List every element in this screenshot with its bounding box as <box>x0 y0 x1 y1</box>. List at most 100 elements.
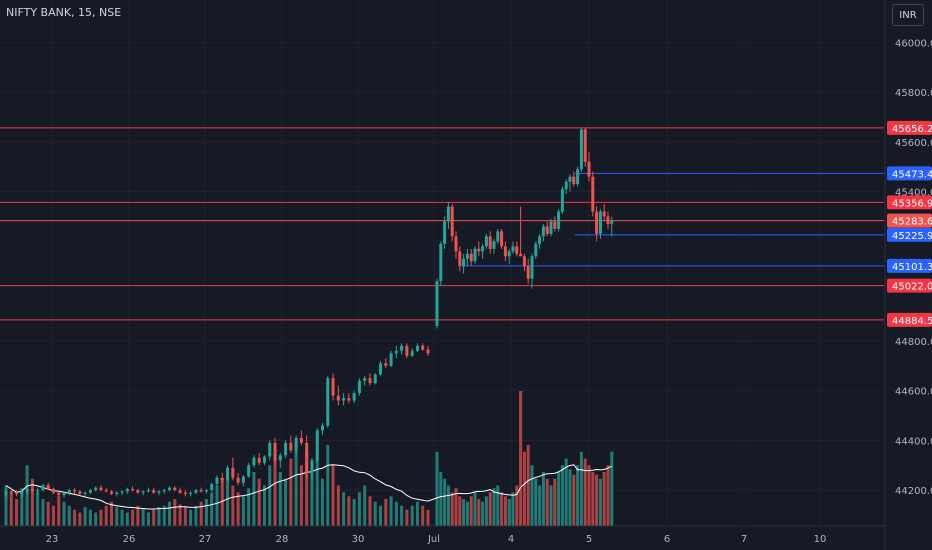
candle-26 <box>141 490 145 496</box>
candle-0 <box>4 490 8 498</box>
price-axis[interactable]: 44200.00 44400.00 44600.00 44800.00 45400.00… <box>884 0 932 550</box>
volume-bar-38 <box>204 499 208 526</box>
candle-85 <box>450 204 454 242</box>
candle-body-110 <box>545 226 549 234</box>
candle-118 <box>576 166 580 187</box>
volume-bar-76 <box>405 509 409 526</box>
candle-body-6 <box>36 490 40 492</box>
time-axis[interactable]: 23 26 27 28 30 Jul 4 5 6 7 10 <box>0 525 885 545</box>
candle-body-64 <box>342 398 346 401</box>
price-tick-label-2: 44600.00 <box>895 387 932 398</box>
volume-bar-62 <box>331 465 335 526</box>
volume-bar-98 <box>500 492 504 526</box>
candle-3 <box>20 490 24 498</box>
candle-67 <box>357 378 361 396</box>
candle-114 <box>560 186 564 214</box>
candle-46 <box>247 462 251 478</box>
candle-body-91 <box>473 248 477 262</box>
volume-bar-124 <box>598 478 602 526</box>
volume-bar-75 <box>400 505 404 526</box>
candle-106 <box>530 253 534 289</box>
candle-36 <box>194 488 198 494</box>
candle-body-83 <box>443 221 447 244</box>
candle-body-103 <box>519 253 523 257</box>
candle-52 <box>278 452 282 468</box>
candle-body-59 <box>315 430 319 461</box>
candle-112 <box>553 216 557 232</box>
candle-20 <box>110 490 113 496</box>
volume-bar-81 <box>435 451 439 526</box>
candle-81 <box>435 278 439 329</box>
candle-61 <box>326 375 330 428</box>
candle-92 <box>477 241 481 257</box>
candle-60 <box>321 422 324 436</box>
candle-body-28 <box>152 490 156 493</box>
candle-body-120 <box>583 129 587 162</box>
candle-72 <box>384 358 388 369</box>
volume-bar-4 <box>25 465 29 526</box>
candle-37 <box>199 487 203 493</box>
price-tag-4 <box>887 227 932 242</box>
candle-120 <box>583 127 587 167</box>
horizontal-levels[interactable] <box>0 127 884 321</box>
volume-bar-61 <box>326 445 330 526</box>
candlesticks <box>4 127 614 498</box>
candle-body-65 <box>347 398 351 401</box>
volume-bar-119 <box>579 451 583 526</box>
price-tag-7 <box>887 312 932 327</box>
candle-6 <box>36 487 40 496</box>
candle-body-67 <box>357 380 361 394</box>
volume-bar-42 <box>226 474 230 526</box>
candle-body-92 <box>477 248 481 252</box>
candle-body-10 <box>57 492 61 496</box>
candle-body-121 <box>587 161 591 177</box>
volume-bar-7 <box>41 499 45 526</box>
volume-bar-95 <box>488 492 492 526</box>
candle-77 <box>410 348 414 358</box>
candle-27 <box>146 487 150 493</box>
candle-body-42 <box>226 467 230 481</box>
time-tick-label-10: 10 <box>814 534 827 545</box>
candle-body-100 <box>507 251 511 257</box>
volume-bar-58 <box>310 472 314 526</box>
price-tick-label-5: 45600.00 <box>895 138 932 149</box>
candle-57 <box>305 435 309 478</box>
candle-body-68 <box>363 378 367 381</box>
candle-108 <box>538 233 542 249</box>
candle-body-97 <box>496 231 500 242</box>
volume-bar-3 <box>20 488 24 526</box>
volume-bar-127 <box>610 451 614 526</box>
candle-18 <box>99 485 103 492</box>
candle-29 <box>157 490 161 496</box>
time-tick-label-4: 30 <box>352 534 365 545</box>
candle-body-73 <box>389 353 393 366</box>
volume-bar-43 <box>231 485 235 526</box>
candle-4 <box>25 486 29 494</box>
volume-bar-44 <box>236 492 240 526</box>
candle-body-84 <box>446 206 450 222</box>
currency-button[interactable]: INR <box>892 4 924 26</box>
candle-10 <box>57 490 61 497</box>
volume-bar-17 <box>94 512 98 526</box>
candle-126 <box>606 211 610 229</box>
candle-113 <box>557 209 561 232</box>
candle-121 <box>587 151 591 182</box>
volume-bar-71 <box>379 505 383 526</box>
candle-28 <box>152 487 156 494</box>
volume-bar-65 <box>347 496 351 526</box>
candle-59 <box>315 427 319 463</box>
candle-body-34 <box>183 492 187 494</box>
candle-44 <box>236 472 240 486</box>
candle-88 <box>462 253 466 274</box>
price-tag-label-4: 45225.90 <box>892 231 932 242</box>
candle-body-52 <box>278 455 282 461</box>
candle-body-116 <box>568 176 572 182</box>
volume-bar-126 <box>606 465 610 526</box>
volume-bar-8 <box>46 501 50 526</box>
candle-50 <box>268 440 272 461</box>
candle-body-88 <box>462 258 466 267</box>
candle-82 <box>439 241 443 287</box>
volume-bar-83 <box>443 478 447 526</box>
candle-body-61 <box>326 378 330 426</box>
